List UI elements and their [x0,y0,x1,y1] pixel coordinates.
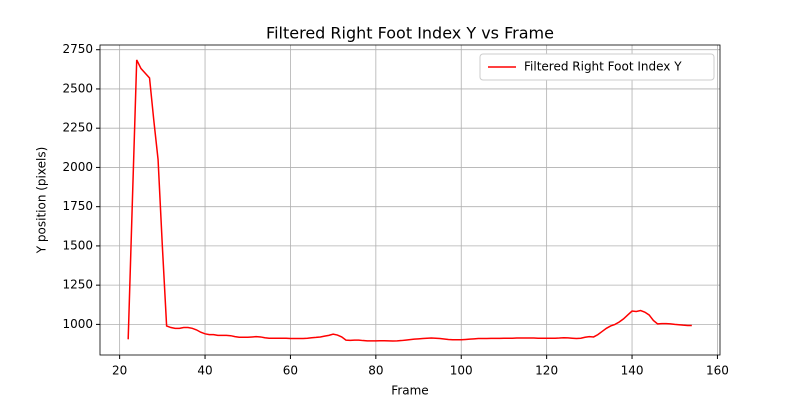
x-tick-label: 80 [368,364,383,378]
y-tick-label: 2250 [62,121,93,135]
data-line [127,59,692,342]
x-tick-label: 40 [197,364,212,378]
y-tick-label: 1000 [62,317,93,331]
x-tick-label: 140 [621,364,644,378]
legend-box [479,53,715,81]
x-tick-label: 20 [112,364,127,378]
y-tick-label: 2000 [62,160,93,174]
y-tick-label: 1500 [62,238,93,252]
y-tick-label: 2500 [62,81,93,95]
legend-label: Filtered Right Foot Index Y [524,60,682,74]
y-tick-label: 1250 [62,278,93,292]
y-axis-label: Y position (pixels) [35,147,49,255]
x-tick-label: 160 [706,364,729,378]
y-tick-label: 2750 [62,42,93,56]
y-tick-label: 1750 [62,199,93,213]
chart-title: Filtered Right Foot Index Y vs Frame [266,24,554,43]
x-tick-label: 60 [283,364,298,378]
x-tick-label: 100 [450,364,473,378]
x-tick-label: 120 [535,364,558,378]
x-axis-label: Frame [391,384,428,398]
plot-frame [99,44,721,356]
